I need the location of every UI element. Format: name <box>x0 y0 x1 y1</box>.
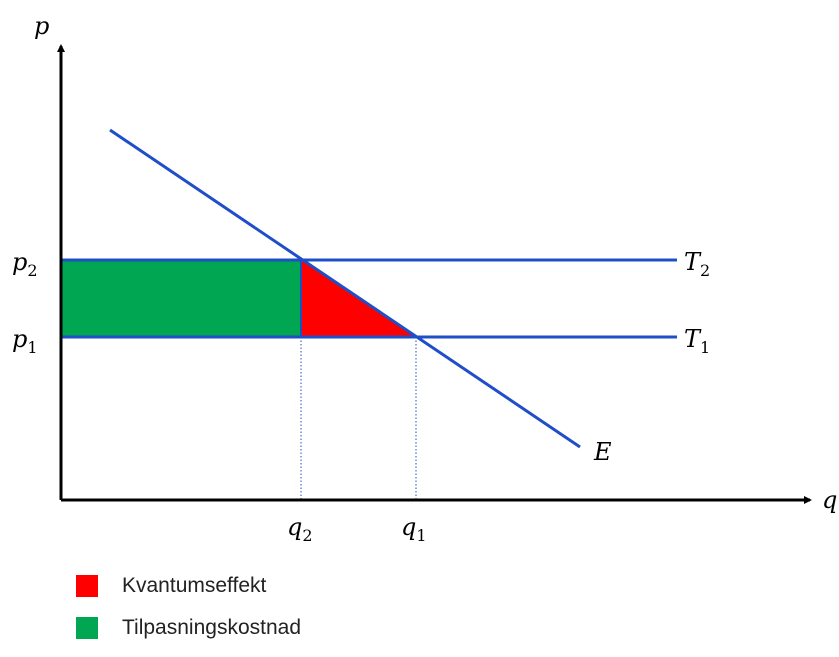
green-swatch <box>76 617 98 639</box>
tilpasningskostnad-area <box>60 259 302 338</box>
p2-label: p2 <box>12 248 38 280</box>
t2-label: T2 <box>684 248 710 280</box>
demand-line-e <box>109 128 581 449</box>
y-axis-label: p <box>34 12 49 40</box>
t1-label: T1 <box>684 325 710 357</box>
legend: Kvantumseffekt Tilpasningskostnad <box>76 573 301 657</box>
q2-label: q2 <box>287 513 313 545</box>
legend-label: Kvantumseffekt <box>122 574 267 597</box>
legend-label: Tilpasningskostnad <box>122 616 301 639</box>
legend-item-tilpasningskostnad: Tilpasningskostnad <box>76 615 301 641</box>
x-axis-label: q <box>822 486 837 514</box>
red-swatch <box>76 575 98 597</box>
legend-item-kvantumseffekt: Kvantumseffekt <box>76 573 301 599</box>
e-label: E <box>593 438 612 466</box>
p1-label: p1 <box>12 325 38 357</box>
q1-label: q1 <box>401 513 427 545</box>
